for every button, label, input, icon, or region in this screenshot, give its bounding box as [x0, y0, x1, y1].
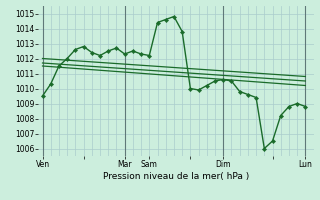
X-axis label: Pression niveau de la mer( hPa ): Pression niveau de la mer( hPa ) [103, 172, 249, 181]
